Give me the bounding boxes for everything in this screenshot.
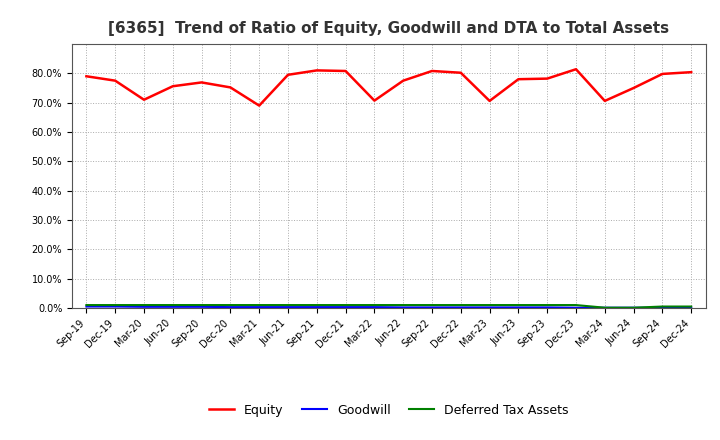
Goodwill	[111, 304, 120, 309]
Equity	[456, 70, 465, 75]
Deferred Tax Assets	[82, 302, 91, 308]
Equity	[399, 78, 408, 83]
Goodwill	[629, 305, 638, 310]
Equity	[485, 98, 494, 103]
Equity	[543, 76, 552, 81]
Equity	[284, 72, 292, 77]
Deferred Tax Assets	[485, 302, 494, 308]
Equity	[629, 85, 638, 91]
Deferred Tax Assets	[428, 302, 436, 308]
Deferred Tax Assets	[140, 302, 148, 308]
Goodwill	[514, 305, 523, 310]
Deferred Tax Assets	[226, 302, 235, 308]
Goodwill	[82, 304, 91, 309]
Goodwill	[226, 304, 235, 310]
Goodwill	[399, 305, 408, 310]
Deferred Tax Assets	[312, 302, 321, 308]
Deferred Tax Assets	[197, 302, 206, 308]
Deferred Tax Assets	[168, 302, 177, 308]
Deferred Tax Assets	[399, 302, 408, 308]
Equity	[197, 80, 206, 85]
Equity	[658, 71, 667, 77]
Deferred Tax Assets	[111, 302, 120, 308]
Equity	[428, 68, 436, 73]
Goodwill	[428, 305, 436, 310]
Goodwill	[600, 305, 609, 310]
Legend: Equity, Goodwill, Deferred Tax Assets: Equity, Goodwill, Deferred Tax Assets	[204, 399, 574, 422]
Goodwill	[572, 305, 580, 310]
Deferred Tax Assets	[572, 302, 580, 308]
Goodwill	[312, 304, 321, 310]
Deferred Tax Assets	[341, 302, 350, 308]
Goodwill	[543, 305, 552, 310]
Equity	[600, 98, 609, 103]
Equity	[226, 85, 235, 90]
Deferred Tax Assets	[600, 305, 609, 310]
Deferred Tax Assets	[456, 302, 465, 308]
Goodwill	[284, 304, 292, 310]
Deferred Tax Assets	[514, 302, 523, 308]
Deferred Tax Assets	[255, 302, 264, 308]
Equity	[111, 78, 120, 83]
Goodwill	[687, 305, 696, 310]
Deferred Tax Assets	[687, 304, 696, 309]
Goodwill	[255, 304, 264, 310]
Deferred Tax Assets	[370, 302, 379, 308]
Goodwill	[485, 305, 494, 310]
Line: Equity: Equity	[86, 69, 691, 106]
Line: Deferred Tax Assets: Deferred Tax Assets	[86, 305, 691, 308]
Goodwill	[168, 304, 177, 309]
Equity	[255, 103, 264, 108]
Goodwill	[370, 304, 379, 310]
Deferred Tax Assets	[284, 302, 292, 308]
Deferred Tax Assets	[543, 302, 552, 308]
Goodwill	[658, 305, 667, 310]
Equity	[514, 77, 523, 82]
Equity	[572, 66, 580, 72]
Equity	[168, 84, 177, 89]
Deferred Tax Assets	[629, 305, 638, 310]
Deferred Tax Assets	[658, 304, 667, 309]
Goodwill	[341, 304, 350, 310]
Equity	[140, 97, 148, 103]
Equity	[82, 73, 91, 79]
Title: [6365]  Trend of Ratio of Equity, Goodwill and DTA to Total Assets: [6365] Trend of Ratio of Equity, Goodwil…	[108, 21, 670, 36]
Goodwill	[456, 305, 465, 310]
Equity	[312, 68, 321, 73]
Equity	[687, 70, 696, 75]
Goodwill	[197, 304, 206, 309]
Equity	[370, 98, 379, 103]
Line: Goodwill: Goodwill	[86, 307, 691, 308]
Equity	[341, 68, 350, 73]
Goodwill	[140, 304, 148, 309]
